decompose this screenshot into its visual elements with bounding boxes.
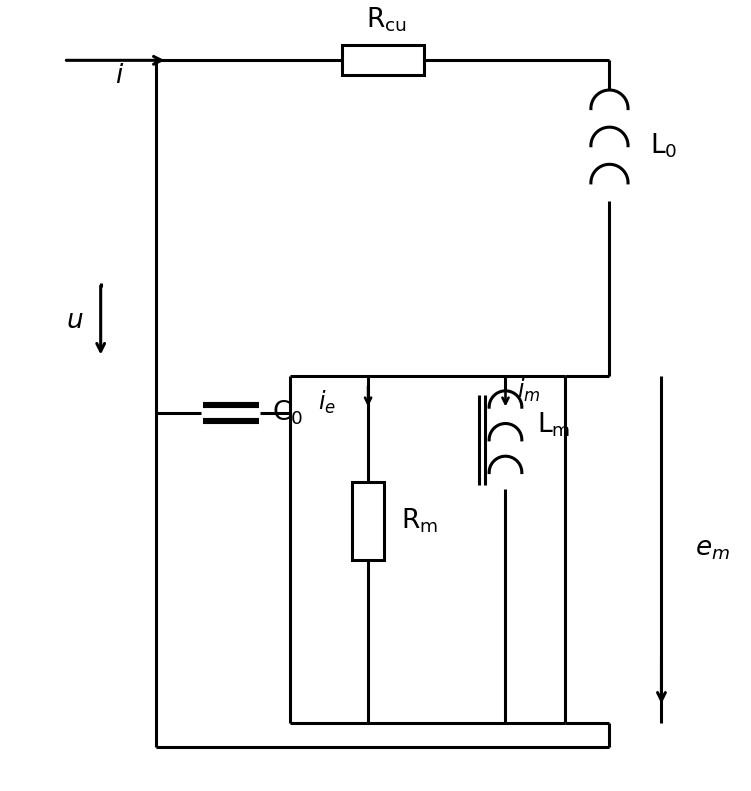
Text: $\mathrm{R_m}$: $\mathrm{R_m}$ [402, 506, 439, 535]
Text: $i_m$: $i_m$ [517, 377, 540, 404]
Text: $u$: $u$ [66, 308, 83, 333]
Text: $\mathrm{L_m}$: $\mathrm{L_m}$ [537, 411, 570, 439]
Text: $\mathrm{C_0}$: $\mathrm{C_0}$ [272, 399, 303, 427]
Bar [352, 482, 384, 560]
Text: $\mathrm{L_0}$: $\mathrm{L_0}$ [650, 131, 677, 160]
Text: $\mathrm{R_{cu}}$: $\mathrm{R_{cu}}$ [366, 6, 407, 34]
Text: $e_m$: $e_m$ [695, 537, 730, 562]
Bar [342, 45, 424, 75]
Text: $i_e$: $i_e$ [318, 388, 336, 415]
Text: $i$: $i$ [115, 62, 124, 88]
